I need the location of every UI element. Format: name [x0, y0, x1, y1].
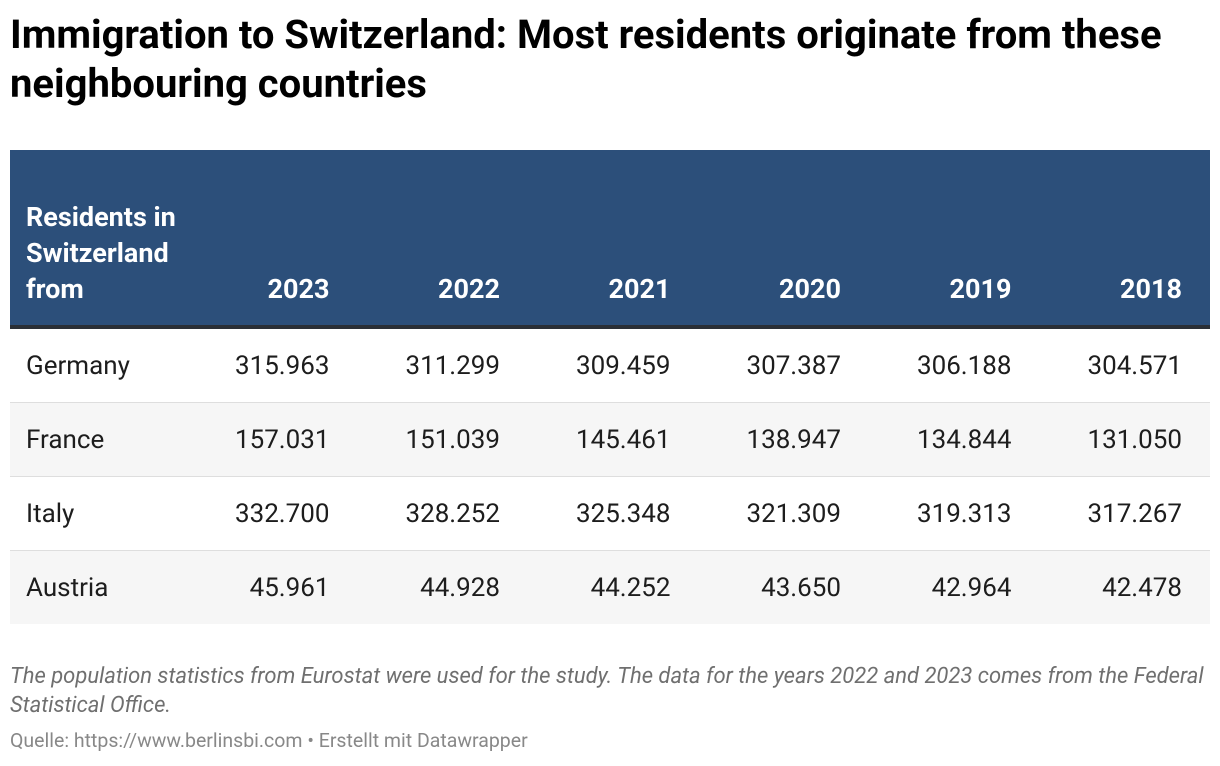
table-row: Germany 315.963 311.299 309.459 307.387 306.1…: [10, 327, 1210, 403]
column-header: 2022: [357, 150, 528, 329]
cell: 307.387: [698, 327, 869, 403]
header-row: Residents in Switzerland from 2023 2022 202…: [10, 150, 1210, 329]
table-row: Italy 332.700 328.252 325.348 321.309 319.313…: [10, 476, 1210, 551]
cell: 306.188: [869, 327, 1040, 403]
cell: 304.571: [1039, 327, 1210, 403]
column-header: 2021: [528, 150, 699, 329]
cell: 328.252: [357, 476, 528, 551]
cell: 45.961: [187, 550, 358, 624]
cell: 325.348: [528, 476, 699, 551]
row-label: Austria: [10, 550, 187, 624]
row-label: France: [10, 402, 187, 477]
row-label: Italy: [10, 476, 187, 551]
cell: 311.299: [357, 327, 528, 403]
source: Quelle: https://www.berlinsbi.com • Erst…: [10, 729, 528, 752]
table-row: France 157.031 151.039 145.461 138.947 134.84…: [10, 402, 1210, 477]
cell: 319.313: [869, 476, 1040, 551]
cell: 145.461: [528, 402, 699, 477]
table-row: Austria 45.961 44.928 44.252 43.650 42.964 42.…: [10, 550, 1210, 624]
data-table: Residents in Switzerland from 2023 2022 202…: [10, 150, 1210, 624]
cell: 309.459: [528, 327, 699, 403]
column-header: 2019: [869, 150, 1040, 329]
cell: 43.650: [698, 550, 869, 624]
column-header: Residents in Switzerland from: [10, 150, 187, 329]
column-header: 2020: [698, 150, 869, 329]
cell: 332.700: [187, 476, 358, 551]
cell: 321.309: [698, 476, 869, 551]
column-header: 2018: [1039, 150, 1210, 329]
row-label: Germany: [10, 327, 187, 403]
cell: 134.844: [869, 402, 1040, 477]
notes: The population statistics from Eurostat …: [10, 664, 1204, 718]
cell: 44.252: [528, 550, 699, 624]
table-body: Germany 315.963 311.299 309.459 307.387 306.1…: [10, 327, 1210, 624]
cell: 157.031: [187, 402, 358, 477]
cell: 315.963: [187, 327, 358, 403]
cell: 151.039: [357, 402, 528, 477]
cell: 44.928: [357, 550, 528, 624]
cell: 42.964: [869, 550, 1040, 624]
table-header: Residents in Switzerland from 2023 2022 202…: [10, 150, 1210, 329]
cell: 317.267: [1039, 476, 1210, 551]
title: Immigration to Switzerland: Most residen…: [10, 11, 1162, 107]
cell: 131.050: [1039, 402, 1210, 477]
column-header: 2023: [187, 150, 358, 329]
cell: 138.947: [698, 402, 869, 477]
cell: 42.478: [1039, 550, 1210, 624]
